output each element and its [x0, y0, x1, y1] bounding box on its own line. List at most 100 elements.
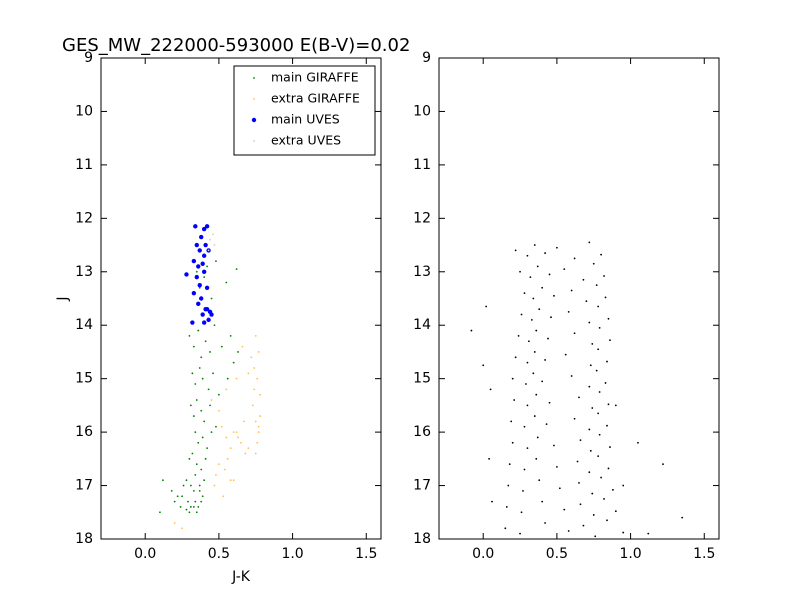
data-point — [191, 372, 194, 375]
data-point — [507, 484, 510, 487]
data-point — [606, 360, 608, 363]
data-point — [563, 268, 566, 271]
data-point — [194, 431, 197, 434]
data-point — [247, 447, 250, 450]
data-point — [189, 484, 192, 487]
y-tick-label: 11 — [75, 157, 93, 173]
data-point — [573, 417, 576, 420]
data-point — [578, 396, 580, 399]
data-point — [197, 248, 202, 253]
data-point — [563, 508, 566, 511]
data-point — [220, 345, 223, 348]
data-point — [520, 511, 523, 514]
legend-label: main UVES — [271, 112, 340, 127]
data-point — [510, 420, 513, 423]
x-axis-label: J-K — [231, 569, 251, 585]
data-point — [209, 404, 211, 407]
data-point — [198, 286, 201, 289]
y-tick-label: 12 — [413, 210, 431, 226]
data-point — [197, 506, 200, 508]
data-point — [522, 490, 524, 492]
data-point — [662, 463, 664, 466]
x-tick-label: 1.5 — [693, 546, 715, 562]
data-point — [185, 479, 188, 482]
data-point — [598, 433, 601, 436]
data-point — [199, 234, 204, 240]
data-point — [193, 224, 198, 229]
data-point — [532, 297, 535, 300]
data-point — [555, 246, 558, 249]
data-point — [527, 340, 530, 343]
data-point — [217, 463, 220, 466]
data-point — [579, 439, 582, 442]
data-point — [201, 253, 207, 258]
data-point — [179, 506, 182, 508]
data-point — [184, 272, 189, 277]
data-point — [210, 399, 213, 401]
data-point — [604, 382, 607, 384]
data-point — [189, 506, 192, 508]
data-point — [199, 296, 204, 301]
data-point — [198, 490, 201, 492]
data-point — [597, 412, 600, 415]
legend-frame — [233, 65, 376, 156]
data-point — [567, 310, 570, 313]
data-point — [200, 261, 205, 266]
data-point — [555, 465, 558, 468]
axes-frame — [438, 57, 720, 540]
legend-label: extra GIRAFFE — [271, 91, 360, 106]
data-point — [210, 431, 213, 434]
data-point — [210, 297, 213, 300]
data-point — [582, 524, 585, 527]
data-point — [526, 361, 529, 364]
data-point — [579, 503, 582, 506]
data-point — [206, 265, 209, 268]
legend-label: main GIRAFFE — [271, 70, 359, 85]
data-point — [247, 372, 250, 375]
data-point — [188, 335, 191, 337]
data-point — [526, 447, 529, 450]
data-point — [191, 452, 194, 455]
data-point — [237, 436, 239, 439]
data-point — [597, 348, 600, 351]
data-point — [185, 508, 188, 511]
data-point — [558, 487, 561, 490]
y-tick-label: 11 — [413, 157, 431, 173]
y-tick-label: 15 — [413, 371, 431, 387]
data-point — [213, 244, 216, 246]
data-point — [529, 276, 532, 279]
x-tick-label: 1.5 — [355, 546, 377, 562]
legend-marker — [253, 140, 255, 142]
data-point — [513, 399, 516, 401]
data-point — [229, 335, 232, 337]
data-point — [533, 351, 536, 353]
data-point — [550, 316, 552, 319]
data-point — [256, 441, 259, 444]
data-point — [217, 393, 220, 396]
data-point — [201, 495, 204, 498]
data-point — [611, 488, 614, 491]
legend-marker — [253, 98, 255, 100]
data-point — [536, 265, 539, 268]
data-point — [548, 401, 551, 404]
data-point — [544, 522, 547, 524]
legend: main GIRAFFE extra GIRAFFE main UVES extra … — [233, 65, 376, 156]
data-point — [204, 224, 210, 229]
data-point — [173, 500, 176, 503]
data-point — [232, 479, 235, 482]
data-point — [606, 519, 608, 522]
data-point — [201, 320, 207, 325]
y-tick-label: 9 — [84, 50, 93, 66]
y-tick-label: 13 — [413, 264, 431, 280]
axes: 9 10 11 12 13 14 15 16 17 18 0.0 0.5 1.0 1.5 — [413, 50, 720, 562]
data-point — [235, 377, 238, 380]
data-point — [573, 257, 576, 260]
data-point — [206, 447, 209, 450]
data-point — [204, 457, 207, 460]
data-point — [213, 324, 216, 327]
data-point — [489, 388, 492, 391]
data-point — [544, 359, 547, 361]
data-point — [588, 428, 591, 431]
y-tick-label: 15 — [75, 371, 93, 387]
data-point — [195, 399, 198, 401]
